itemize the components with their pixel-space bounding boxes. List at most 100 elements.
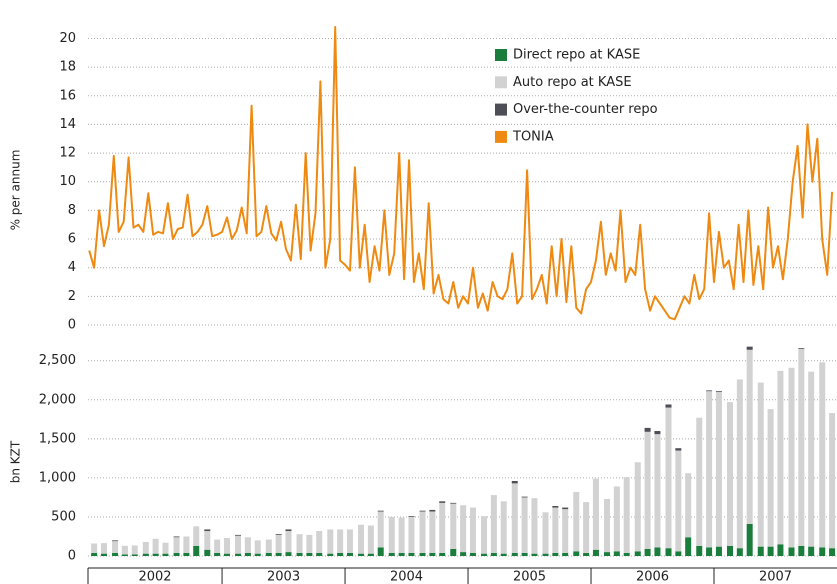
bar-segment [644,548,651,556]
bar-segment [562,507,569,510]
bar-segment [204,531,211,550]
bar-segment [429,552,436,556]
x-tick-label: 2002 [138,570,171,584]
bar-segment [685,473,692,538]
bar-segment [767,546,774,556]
bar-segment [715,391,722,392]
y-tick-label: 0 [68,549,76,564]
bar-segment [388,552,395,556]
bar-segment [665,407,672,549]
bar-segment [408,552,415,556]
bar-segment [152,553,159,556]
bar-segment [214,539,221,553]
y-tick-label: 16 [59,88,76,103]
bar-segment [798,348,805,349]
y-tick-label: 2,500 [39,353,76,368]
bar-segment [429,509,436,512]
bar-segment [685,537,692,556]
bar-segment [254,553,261,556]
bar-segment [131,554,138,556]
bar-segment [675,450,682,552]
line [88,26,834,321]
bar-segment [613,486,620,552]
y-tick-label: 1,500 [39,431,76,446]
bar-segment [798,545,805,556]
bar-segment [377,511,384,548]
bar-segment [296,552,303,556]
bar-segment [573,491,580,552]
y-tick-label: 2,000 [39,392,76,407]
bar-segment [316,552,323,556]
bar-segment [490,495,497,553]
y-tick-label: 8 [68,203,76,218]
bar-segment [285,529,292,532]
y-tick-label: 18 [59,60,76,75]
bar-segment [808,546,815,556]
bar-segment [183,536,190,553]
bar-segment [562,552,569,556]
bar-segment [121,545,128,555]
x-tick-label: 2007 [759,570,792,584]
bar-segment [296,534,303,553]
y-tick-label: 0 [68,318,76,333]
bar-segment [265,539,272,553]
bar-segment [460,505,467,553]
legend-label: TONIA [512,129,554,144]
bar-segment [419,552,426,556]
bar-segment [91,543,98,553]
bar-segment [808,371,815,547]
bar-segment [112,552,119,556]
bar-segment [829,548,836,556]
bar-segment [142,553,149,556]
bar-segment [746,346,753,350]
bar-segment [327,553,334,556]
bar-segment [757,382,764,547]
bar-segment [214,552,221,556]
bar-segment [162,553,169,556]
x-tick-label: 2005 [513,570,546,584]
bar-segment [511,483,518,553]
bar-segment [152,538,159,554]
bar-segment [592,478,599,550]
bar-segment [675,551,682,556]
bar-segment [91,552,98,556]
y-tick-label: 14 [59,117,76,132]
bar-segment [552,507,559,553]
bar-segment [675,448,682,451]
y-tick-label: 10 [59,174,76,189]
bar-segment [112,540,119,542]
bar-segment [481,516,488,554]
bar-segment [644,431,651,549]
bar-segment [511,552,518,556]
bar-segment [173,552,180,556]
bar-segment [715,391,722,547]
legend-label: Over-the-counter repo [513,102,658,117]
bar-segment [275,534,282,535]
bar-segment [777,544,784,556]
y-tick-label: 4 [68,260,76,275]
bar-segment [254,540,261,554]
bar-segment [131,545,138,555]
bar-segment [173,537,180,553]
bar-segment [500,501,507,554]
bar-segment [439,502,446,553]
x-tick-label: 2004 [390,570,423,584]
bar-segment [573,551,580,556]
bar-segment [450,548,457,556]
bar-segment [706,547,713,556]
bar-segment [490,552,497,556]
bar-segment [367,525,374,554]
bar-segment [819,362,826,548]
legend-swatch [495,49,507,61]
bar-segment [706,391,713,548]
y-tick-label: 1,000 [39,470,76,485]
bar-segment [377,510,384,512]
y-tick-label: 6 [68,232,76,247]
bar-segment [542,512,549,554]
bar-segment [604,498,611,553]
bar-segment [623,552,630,556]
bar-segment [583,552,590,556]
bar-segment [798,349,805,546]
bar-segment [450,502,457,504]
